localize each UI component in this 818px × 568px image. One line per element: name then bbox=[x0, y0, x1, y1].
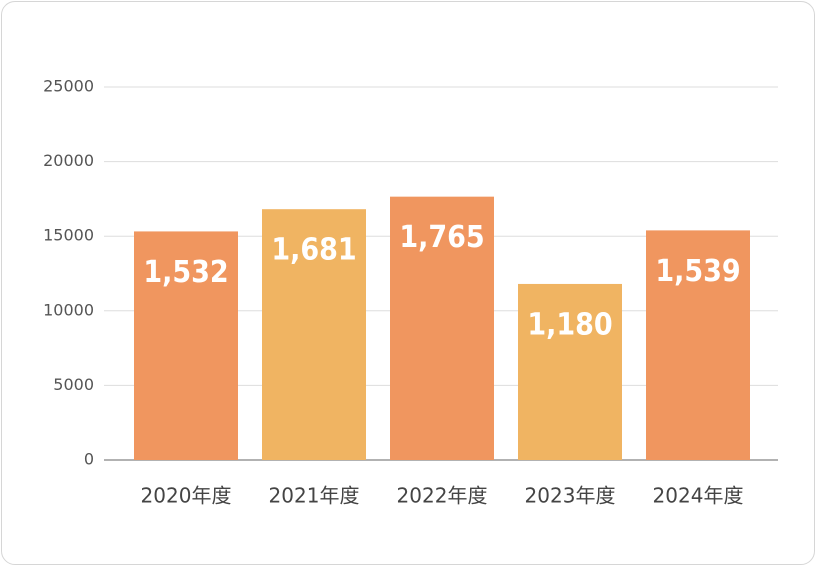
bar bbox=[518, 283, 622, 460]
x-tick-label: 2024年度 bbox=[653, 484, 744, 508]
value-label: 1,532 bbox=[143, 255, 228, 290]
y-tick-label: 5000 bbox=[53, 375, 94, 394]
y-tick-label: 10000 bbox=[43, 300, 94, 319]
bar bbox=[262, 209, 366, 460]
y-tick-label: 25000 bbox=[43, 77, 94, 96]
y-tick-label: 0 bbox=[84, 450, 94, 469]
bar bbox=[646, 230, 750, 460]
value-label: 1,681 bbox=[271, 233, 356, 268]
value-label: 1,765 bbox=[399, 220, 484, 255]
value-label: 1,180 bbox=[527, 307, 612, 342]
value-label: 1,539 bbox=[655, 254, 740, 289]
bar bbox=[390, 196, 494, 461]
bar bbox=[134, 231, 238, 460]
y-tick-label: 15000 bbox=[43, 226, 94, 245]
x-tick-label: 2021年度 bbox=[269, 484, 360, 508]
x-tick-label: 2020年度 bbox=[141, 484, 232, 508]
x-tick-label: 2022年度 bbox=[397, 484, 488, 508]
y-tick-label: 20000 bbox=[43, 151, 94, 170]
x-tick-label: 2023年度 bbox=[525, 484, 616, 508]
